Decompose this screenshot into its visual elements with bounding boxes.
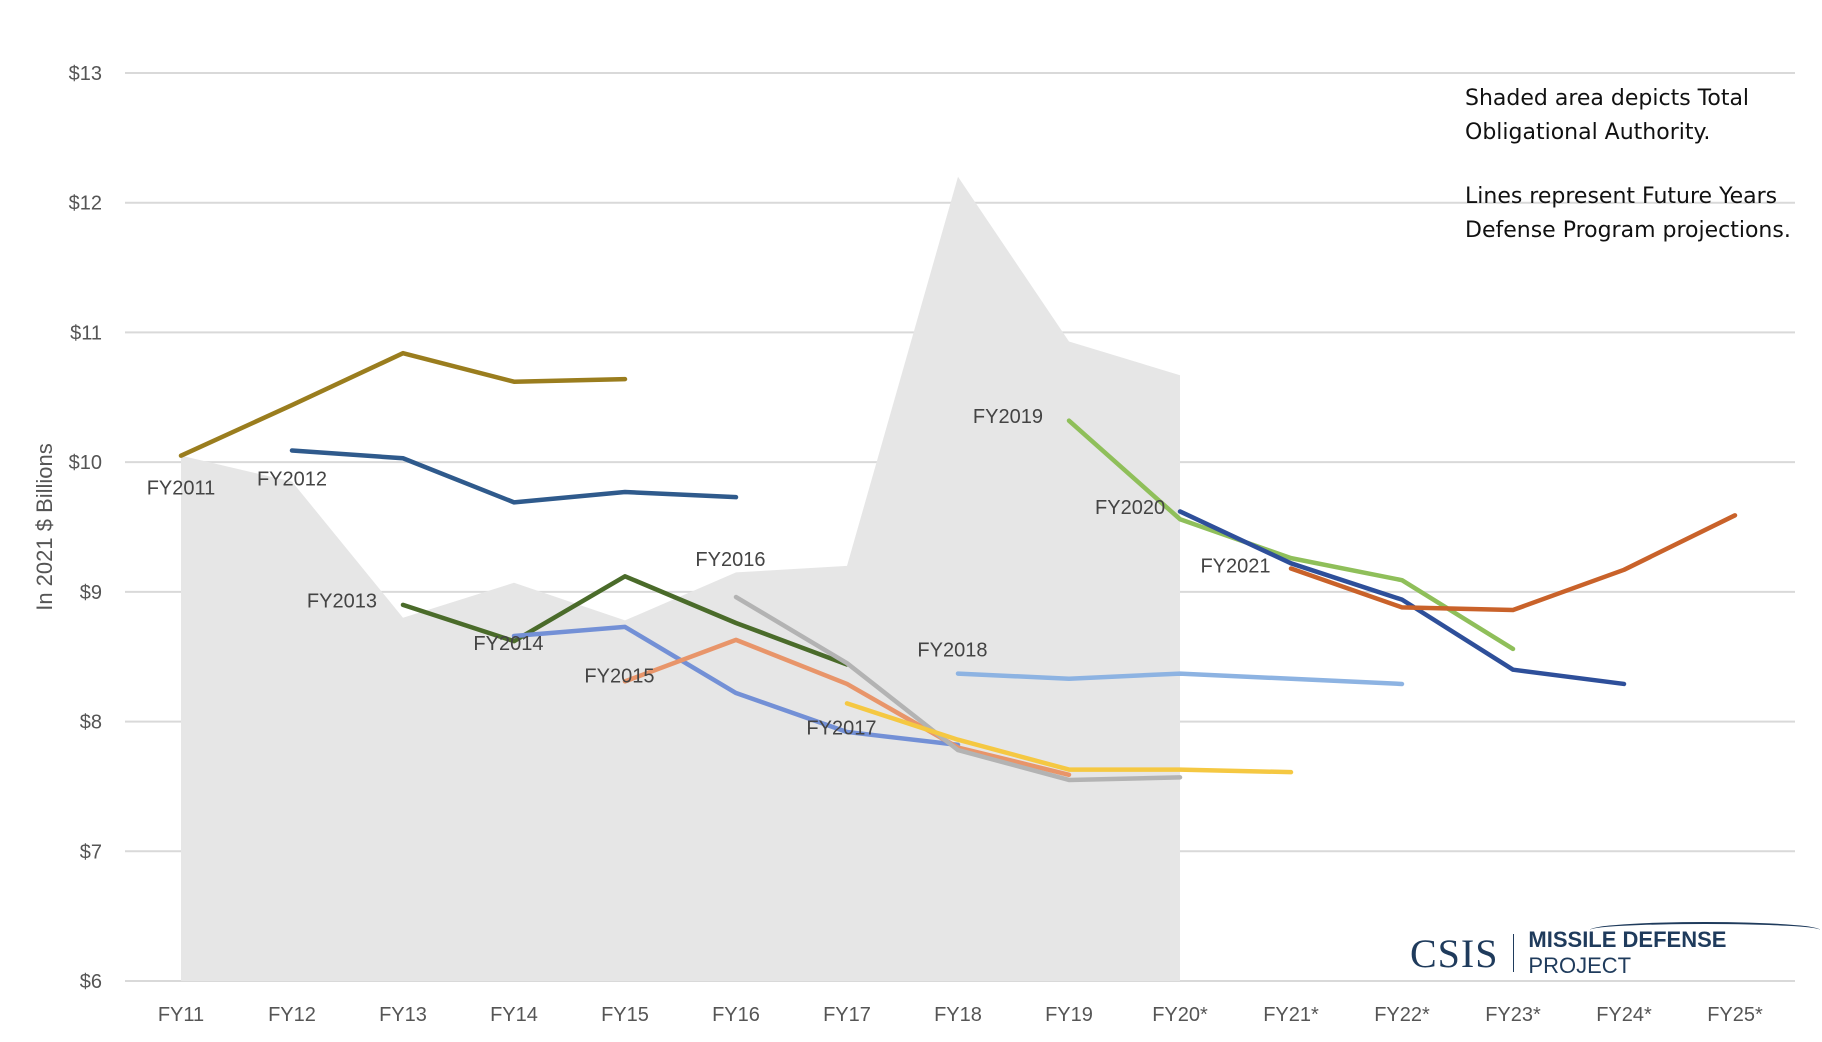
series-label-fy2013: FY2013 [307, 590, 377, 612]
x-tick-label: FY23* [1485, 1004, 1541, 1026]
series-line-fy2017 [844, 701, 1294, 775]
x-tick-label: FY15 [601, 1004, 649, 1026]
series-line-fy2021 [1288, 513, 1738, 613]
x-tick-label: FY19 [1045, 1004, 1093, 1026]
toa-area-shape [181, 176, 1180, 981]
series-label-fy2011: FY2011 [147, 478, 216, 500]
y-tick-label: $7 [80, 841, 102, 863]
series-labels: FY2011 FY2012 FY2013 FY2014 FY2015 FY2016 FY20… [147, 406, 1271, 739]
y-tick-label: $6 [80, 971, 102, 993]
x-tick-label: FY14 [490, 1004, 538, 1026]
series-line-fy2019 [1066, 418, 1516, 652]
x-tick-label: FY17 [823, 1004, 871, 1026]
x-tick-label: FY20* [1152, 1004, 1208, 1026]
x-axis-ticks: FY11 FY12 FY13 FY14 FY15 FY16 FY17 FY18 FY19 FY20… [158, 1004, 1763, 1026]
y-tick-label: $12 [69, 193, 102, 215]
x-tick-label: FY11 [158, 1004, 204, 1026]
x-tick-label: FY12 [268, 1004, 316, 1026]
series-label-fy2014: FY2014 [473, 633, 543, 655]
x-tick-label: FY18 [934, 1004, 982, 1026]
x-tick-label: FY13 [379, 1004, 427, 1026]
series-label-fy2021: FY2021 [1200, 555, 1270, 577]
series-line-fy2020 [1177, 509, 1627, 687]
note-lines: Lines represent Future Years Defense Pro… [1465, 184, 1791, 243]
series-label-fy2012: FY2012 [257, 468, 327, 490]
logo-arc [1590, 922, 1820, 938]
y-tick-label: $10 [69, 452, 102, 474]
series-label-fy2016: FY2016 [695, 549, 765, 571]
series-label-fy2015: FY2015 [584, 666, 654, 688]
x-tick-label: FY22* [1374, 1004, 1430, 1026]
series-line-fy2018 [955, 671, 1405, 687]
y-tick-label: $13 [69, 63, 102, 85]
logo-divider [1512, 934, 1515, 972]
logo-rest: PROJECT [1528, 953, 1632, 978]
series-line-fy2014 [511, 624, 961, 748]
series-line-fy2012 [289, 448, 739, 505]
series-label-fy2019: FY2019 [973, 406, 1043, 428]
y-tick-label: $11 [70, 322, 102, 344]
x-tick-label: FY21* [1263, 1004, 1319, 1026]
csis-logo: CSIS MISSILE DEFENSE PROJECT [1410, 922, 1822, 978]
x-tick-label: FY24* [1596, 1004, 1652, 1026]
series-label-fy2020: FY2020 [1095, 497, 1165, 519]
x-tick-label: FY25* [1707, 1004, 1763, 1026]
y-axis-label: In 2021 $ Billions [32, 443, 57, 611]
y-tick-label: $8 [80, 712, 102, 734]
series-lines [178, 350, 1738, 783]
series-label-fy2018: FY2018 [917, 640, 987, 662]
y-axis-ticks: $6 $7 $8 $9 $10 $11 $12 $13 [69, 63, 102, 993]
series-line-fy2013 [400, 574, 850, 667]
x-tick-label: FY16 [712, 1004, 760, 1026]
toa-area [181, 176, 1180, 981]
series-line-fy2011 [178, 350, 628, 458]
y-tick-label: $9 [80, 582, 102, 604]
logo-csis: CSIS [1410, 930, 1499, 976]
series-line-fy2015 [622, 637, 1072, 778]
chart-notes: Shaded area depicts Total Obligational A… [1465, 82, 1805, 278]
note-shaded-area: Shaded area depicts Total Obligational A… [1465, 86, 1750, 145]
series-label-fy2017: FY2017 [806, 718, 876, 740]
series-line-fy2016 [733, 594, 1183, 783]
